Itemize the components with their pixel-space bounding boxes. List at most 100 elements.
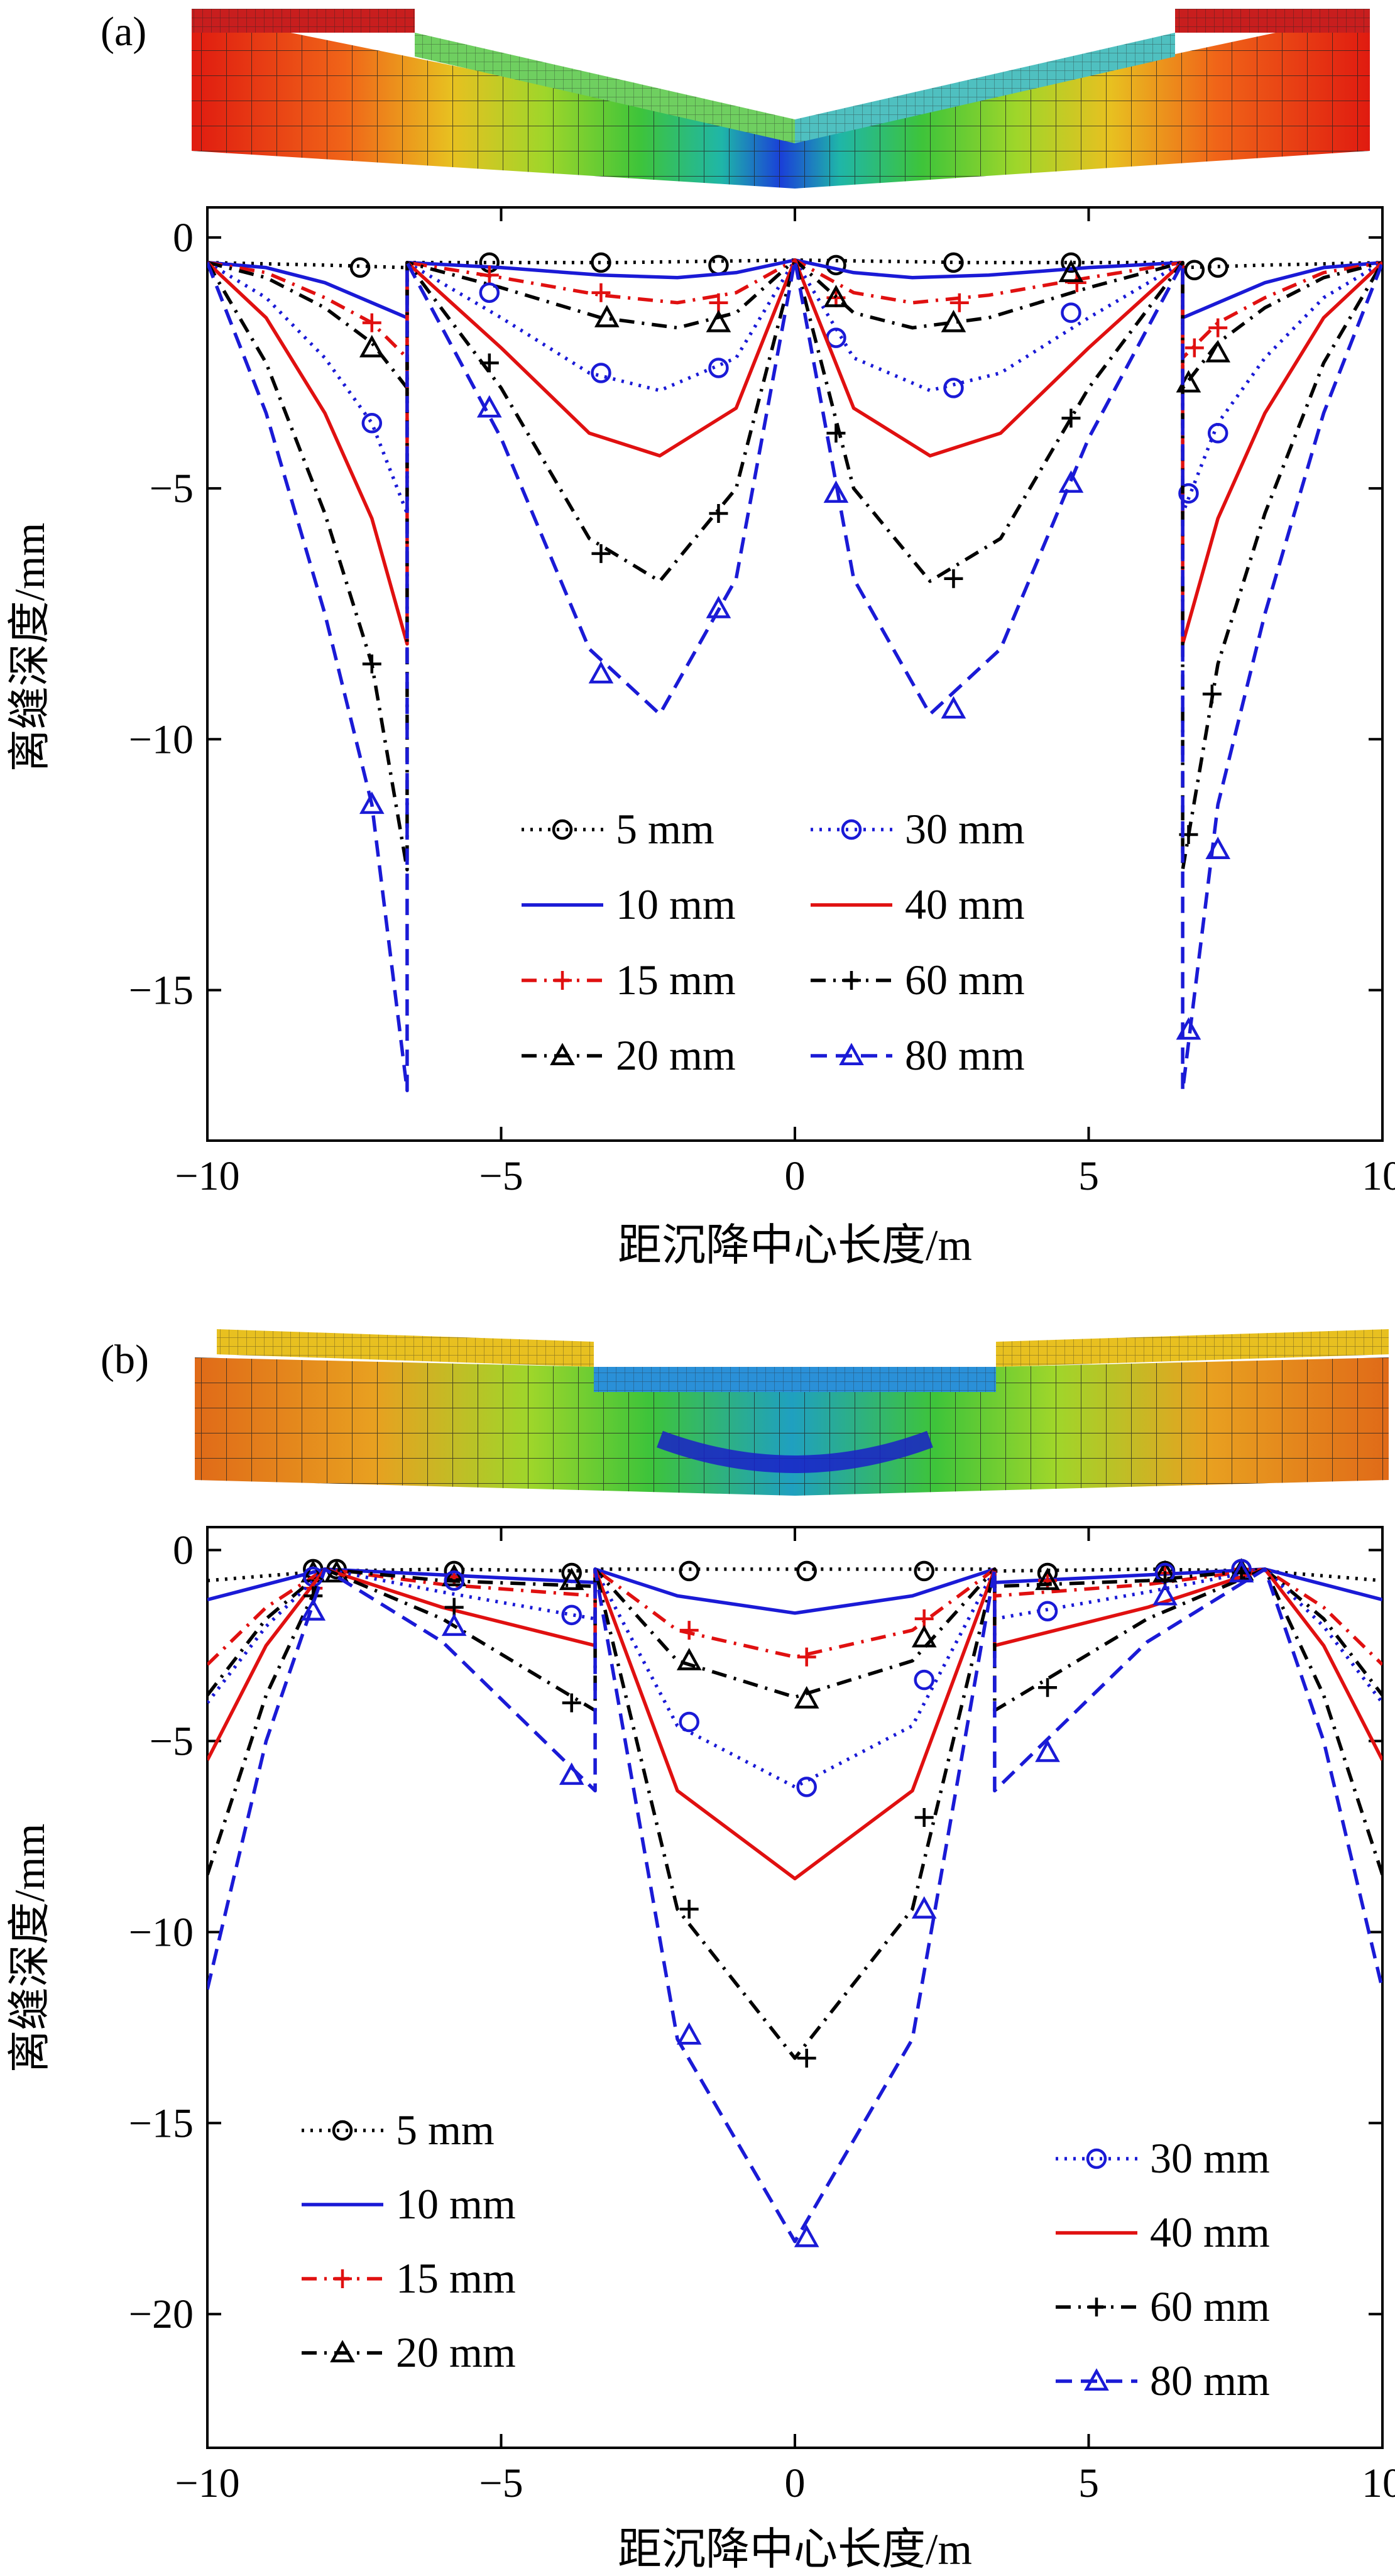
legend-marker: [553, 971, 572, 990]
data-point: [476, 395, 502, 418]
data-point: [1038, 1678, 1058, 1697]
data-point: [1202, 684, 1222, 704]
panel-label-b: (b): [101, 1337, 149, 1383]
legend-item: 40 mm: [1056, 2208, 1270, 2256]
series-80-mm: [207, 1560, 1382, 2247]
data-point: [1207, 257, 1228, 278]
series-line: [207, 258, 1382, 515]
mesh-image-b: [195, 1329, 1389, 1496]
series-line: [207, 1567, 1382, 1582]
legend-label: 30 mm: [905, 805, 1025, 853]
series-line: [207, 258, 1382, 1092]
x-tick-label: 0: [785, 1153, 806, 1199]
data-point: [359, 334, 385, 358]
data-point: [709, 504, 728, 523]
legend-item: 30 mm: [1056, 2134, 1270, 2182]
x-tick-label: −5: [479, 1153, 523, 1199]
ylabel-a: 离缝深度/mm: [6, 523, 53, 772]
data-point: [1061, 252, 1081, 273]
legend-marker: [1084, 2368, 1109, 2391]
series-80-mm: [207, 258, 1382, 1092]
legend-marker: [1086, 2148, 1107, 2169]
data-point: [944, 569, 963, 588]
data-point: [943, 378, 964, 398]
data-point: [794, 1685, 819, 1709]
data-point: [911, 1896, 937, 1919]
legend-item: 60 mm: [1056, 2283, 1270, 2330]
legend-marker: [839, 1043, 864, 1066]
plot-area: [207, 252, 1382, 1092]
panel-label-a: (a): [101, 9, 146, 55]
data-point: [679, 1560, 699, 1582]
legend-label: 15 mm: [616, 956, 736, 1004]
legend-label: 5 mm: [396, 2106, 495, 2154]
data-point: [914, 1807, 934, 1827]
x-tick-label: 0: [785, 2460, 806, 2506]
legend-item: 30 mm: [811, 805, 1025, 853]
data-point: [441, 1564, 467, 1587]
data-point: [949, 293, 969, 312]
x-tick-label: 10: [1362, 1153, 1395, 1199]
chart-b: 离缝深度/mm 距沉降中心长度/m −10 −5 0 5 10 0 −5 −10 −15 −20 5…: [6, 1526, 1395, 2574]
legend-label: 10 mm: [616, 880, 736, 928]
data-point: [1184, 338, 1204, 358]
data-point: [1207, 423, 1228, 444]
legend-label: 60 mm: [1150, 2283, 1270, 2330]
data-point: [941, 696, 966, 719]
legend-marker: [1087, 2298, 1106, 2316]
data-point: [679, 1899, 699, 1919]
data-point: [1061, 408, 1081, 428]
legend-item: 5 mm: [522, 805, 714, 853]
series-line: [207, 258, 1382, 646]
xlabel-a: 距沉降中心长度/m: [618, 1222, 972, 1270]
data-point: [1061, 302, 1081, 323]
series-30-mm: [207, 258, 1382, 515]
data-point: [914, 1669, 934, 1691]
legend-label: 40 mm: [905, 880, 1025, 928]
legend-marker: [333, 2269, 352, 2288]
data-point: [1228, 1560, 1254, 1582]
legend-label: 80 mm: [1150, 2357, 1270, 2404]
mesh-image-a: [192, 9, 1370, 189]
data-point: [1152, 1582, 1178, 1606]
x-tick-label: 5: [1078, 2460, 1099, 2506]
chart-a: 离缝深度/mm 距沉降中心长度/m −10 −5 0 5 10 0 −5 −10 −15 5 mm…: [6, 206, 1395, 1270]
data-point: [706, 309, 731, 332]
series-60-mm: [207, 1563, 1382, 2068]
series-line: [207, 1567, 1382, 1615]
data-point: [794, 2225, 819, 2247]
legend-item: 15 mm: [302, 2254, 516, 2302]
data-point: [823, 480, 849, 503]
plot-frame: [206, 206, 1384, 1142]
y-tick-label: −20: [129, 2291, 194, 2337]
legend-label: 20 mm: [616, 1031, 736, 1079]
data-point: [823, 285, 849, 307]
legend-item: 80 mm: [1056, 2357, 1270, 2404]
data-point: [709, 293, 728, 312]
y-tick-label: −5: [150, 1718, 194, 1764]
series-line: [207, 258, 1382, 390]
data-point: [797, 2048, 816, 2068]
legend-label: 30 mm: [1150, 2134, 1270, 2182]
legend-label: 5 mm: [616, 805, 714, 853]
data-point: [594, 305, 620, 327]
data-point: [796, 1560, 817, 1582]
data-point: [362, 654, 381, 674]
legend-label: 20 mm: [396, 2328, 516, 2376]
data-point: [826, 424, 846, 443]
data-point: [362, 313, 381, 332]
data-point: [479, 353, 499, 373]
legend: 5 mm 10 mm 15 mm 20 mm 30 mm 40 mm 60 mm 80 mm: [302, 2106, 1270, 2404]
series-60-mm: [207, 258, 1382, 872]
x-tick-label: −10: [175, 1153, 239, 1199]
data-point: [300, 1560, 326, 1582]
series-line: [207, 1567, 1382, 1666]
legend-marker: [330, 2340, 355, 2363]
legend-label: 80 mm: [905, 1031, 1025, 1079]
legend-marker: [550, 1043, 575, 1066]
data-point: [911, 1625, 937, 1648]
data-point: [1184, 260, 1205, 281]
y-tick-label: −5: [150, 466, 194, 512]
data-point: [676, 1648, 702, 1670]
